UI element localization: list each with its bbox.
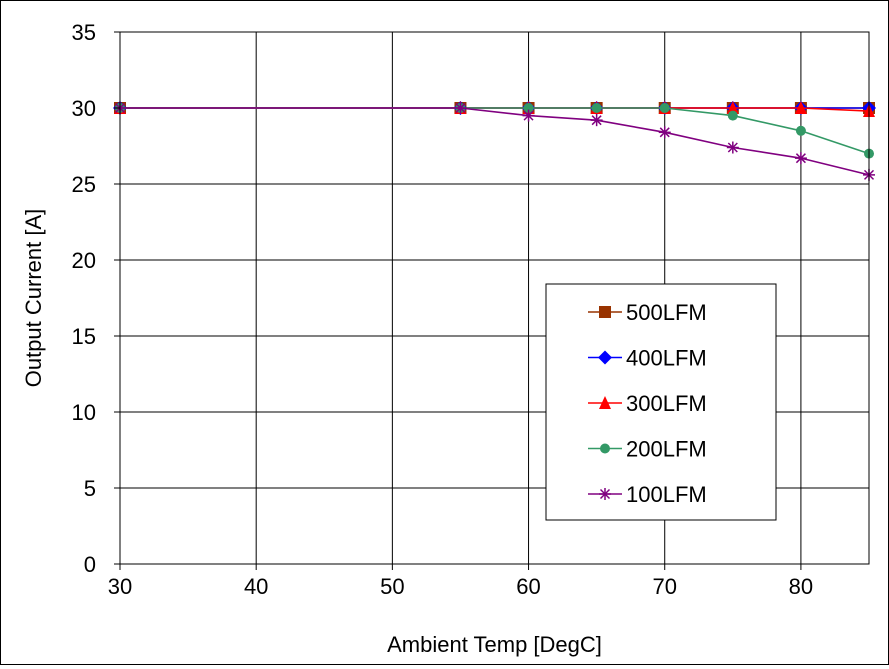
legend-marker bbox=[599, 488, 611, 500]
legend-box bbox=[545, 283, 777, 521]
legend-marker bbox=[599, 396, 611, 409]
legend-label: 500LFM bbox=[626, 300, 707, 325]
legend-marker bbox=[600, 443, 610, 454]
data-point bbox=[658, 126, 671, 139]
data-point bbox=[727, 110, 738, 121]
legend-marker bbox=[599, 306, 611, 318]
legend-label: 300LFM bbox=[626, 391, 707, 416]
y-tick-label: 20 bbox=[72, 248, 96, 273]
axes: 30 40 50 60 70 80 0 5 10 15 20 25 30 35 bbox=[72, 20, 870, 599]
x-tick-label: 70 bbox=[652, 574, 676, 599]
legend-label: 100LFM bbox=[626, 482, 707, 507]
y-tick-label: 30 bbox=[72, 96, 96, 121]
x-tick-label: 50 bbox=[380, 574, 404, 599]
legend-entry: 100LFM bbox=[588, 482, 707, 507]
series-200lfm bbox=[115, 103, 874, 159]
x-axis-title: Ambient Temp [DegC] bbox=[387, 632, 602, 657]
data-point bbox=[590, 114, 603, 127]
legend-entry: 400LFM bbox=[588, 346, 707, 371]
data-point bbox=[454, 102, 467, 114]
plot-border bbox=[119, 31, 870, 565]
legend-entry: 500LFM bbox=[588, 300, 707, 325]
y-tick-label: 25 bbox=[72, 172, 96, 197]
x-tick-label: 30 bbox=[108, 574, 132, 599]
x-tick-label: 60 bbox=[516, 574, 540, 599]
y-tick-label: 35 bbox=[72, 20, 96, 45]
x-tick-label: 80 bbox=[789, 574, 813, 599]
data-point bbox=[522, 109, 535, 122]
legend-label: 200LFM bbox=[626, 437, 707, 462]
legend-marker bbox=[598, 350, 612, 365]
legend: 500LFM 400LFM 300LFM 200LFM 100LFM bbox=[545, 283, 777, 521]
series-line bbox=[120, 107, 870, 155]
y-tick-label: 10 bbox=[72, 400, 96, 425]
series-line bbox=[120, 107, 870, 176]
x-tick-label: 40 bbox=[244, 574, 268, 599]
y-tick-label: 0 bbox=[84, 552, 96, 577]
data-point bbox=[726, 141, 739, 154]
data-point bbox=[795, 125, 806, 136]
legend-entry: 300LFM bbox=[588, 391, 707, 416]
series-layer bbox=[113, 101, 876, 181]
y-axis-title: Output Current [A] bbox=[21, 209, 46, 388]
data-point bbox=[523, 103, 534, 113]
data-point bbox=[794, 152, 807, 165]
data-point bbox=[591, 103, 602, 113]
y-tick-label: 15 bbox=[72, 324, 96, 349]
data-point bbox=[794, 101, 807, 114]
data-point bbox=[726, 101, 739, 114]
legend-label: 400LFM bbox=[626, 346, 707, 371]
y-tick-label: 5 bbox=[84, 476, 96, 501]
legend-entry: 200LFM bbox=[588, 437, 707, 462]
data-point bbox=[659, 103, 670, 113]
